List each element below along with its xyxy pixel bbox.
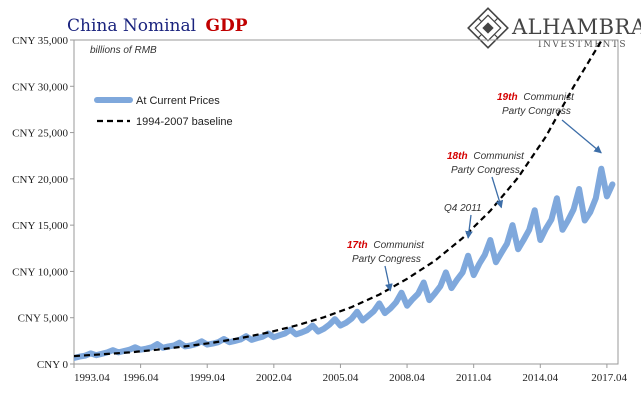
annotation-19th-label: 19th Communist	[497, 92, 575, 103]
annotation-18th-label: 18th Communist	[447, 151, 525, 162]
x-tick-label: 2008.04	[389, 372, 425, 384]
y-tick-label: CNY 25,000	[12, 128, 68, 140]
x-tick-label: 2011.04	[456, 372, 492, 384]
y-tick-label: CNY 20,000	[12, 174, 68, 186]
annotation-q4-label: Q4 2011	[444, 203, 482, 214]
annotation-q4-arrow	[465, 214, 473, 239]
annotation-18th-label-line2: Party Congress	[451, 165, 520, 176]
annotation-17th-arrow	[384, 265, 393, 292]
plot-frame	[73, 39, 619, 365]
annotation-18th-arrow	[491, 176, 504, 209]
x-tick-label: 2014.04	[522, 372, 558, 384]
y-tick-label: CNY 35,000	[12, 35, 68, 47]
annotation-19th-arrow	[561, 119, 602, 154]
chart-subtitle: billions of RMB	[90, 45, 157, 56]
series-current-prices-line	[74, 165, 616, 361]
annotation-19th-congress: 19th Communist Party Congress	[497, 92, 602, 154]
x-tick-label: 1996.04	[123, 372, 159, 384]
chart-title-main: China Nominal	[67, 16, 196, 36]
chart-title: China Nominal GDP	[67, 16, 248, 36]
annotation-17th-label-line2: Party Congress	[352, 254, 421, 265]
y-tick-label: CNY 5,000	[18, 313, 69, 325]
x-tick-label: 2017.04	[591, 372, 627, 384]
x-axis: 1993.04 1996.04 1999.04 2002.04 2005.04 2008.…	[73, 364, 628, 384]
y-tick-label: CNY 0	[37, 359, 69, 371]
chart-title-gdp: GDP	[205, 16, 247, 36]
x-tick-label: 1993.04	[74, 372, 110, 384]
brand-name: ALHAMBRA	[511, 15, 641, 39]
legend-label-baseline: 1994-2007 baseline	[136, 116, 233, 128]
legend: At Current Prices 1994-2007 baseline	[94, 95, 233, 128]
annotation-q4-2011: Q4 2011	[444, 203, 482, 239]
alhambra-logo-icon	[467, 7, 509, 49]
y-tick-label: CNY 10,000	[12, 266, 68, 278]
series-baseline-line	[74, 40, 604, 358]
annotation-18th-congress: 18th Communist Party Congress	[447, 151, 525, 209]
annotation-17th-congress: 17th Communist Party Congress	[347, 240, 425, 292]
annotation-19th-label-line2: Party Congress	[502, 106, 571, 117]
y-axis: CNY 0 CNY 5,000 CNY 10,000 CNY 15,000 CNY 20…	[12, 35, 74, 371]
brand-tagline: INVESTMENTS	[538, 40, 627, 50]
x-tick-label: 1999.04	[189, 372, 225, 384]
annotation-17th-label: 17th Communist	[347, 240, 425, 251]
y-tick-label: CNY 30,000	[12, 81, 68, 93]
y-tick-label: CNY 15,000	[12, 220, 68, 232]
legend-label-current-prices: At Current Prices	[136, 95, 220, 107]
x-tick-label: 2005.04	[323, 372, 359, 384]
x-tick-label: 2002.04	[256, 372, 292, 384]
